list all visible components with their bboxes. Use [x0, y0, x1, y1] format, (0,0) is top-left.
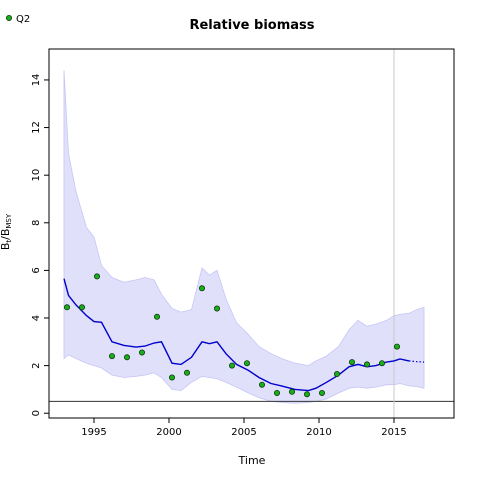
y-tick-label: 6	[31, 267, 42, 273]
data-point-q2	[183, 369, 190, 376]
plot-frame	[48, 48, 455, 419]
data-point-q2	[124, 354, 131, 361]
y-tick-label: 0	[31, 410, 42, 416]
estimate-line	[63, 278, 410, 392]
y-axis: 0 2 4 6 8 10 12 14	[31, 74, 49, 416]
x-tick-label: 1995	[81, 427, 106, 438]
data-point-q2	[288, 388, 295, 395]
data-point-q2	[243, 360, 250, 367]
data-point-q2	[198, 285, 205, 292]
legend-marker-q2	[6, 14, 12, 21]
data-point-q2	[348, 359, 355, 366]
legend-label-q2: Q2	[16, 14, 30, 25]
data-point-q2	[153, 313, 160, 320]
x-axis-title: Time	[238, 454, 266, 467]
x-tick-label: 2010	[306, 427, 331, 438]
y-tick-label: 8	[31, 220, 42, 226]
data-point-q2	[94, 273, 101, 280]
data-point-q2	[109, 353, 116, 360]
x-tick-label: 2005	[231, 427, 256, 438]
chart-title: Relative biomass	[189, 18, 314, 33]
data-point-q2	[333, 370, 340, 377]
data-point-q2	[64, 304, 71, 311]
data-point-q2	[363, 361, 370, 368]
legend: Q2	[6, 14, 30, 25]
data-point-q2	[228, 362, 235, 369]
y-axis-title: Bt/BMSY	[0, 213, 13, 250]
x-tick-label: 2000	[156, 427, 181, 438]
data-point-q2	[213, 305, 220, 312]
data-point-q2	[258, 381, 265, 388]
y-tick-label: 2	[31, 362, 42, 368]
x-axis: 1995 2000 2005 2010 2015	[81, 418, 407, 438]
plot-area	[49, 49, 454, 418]
x-tick-label: 2015	[381, 427, 406, 438]
y-tick-label: 12	[31, 121, 42, 134]
data-point-q2	[79, 304, 86, 311]
forecast-line	[408, 360, 425, 363]
data-point-q2	[303, 391, 310, 398]
confidence-band	[63, 70, 425, 404]
data-point-q2	[138, 349, 145, 356]
data-point-q2	[393, 343, 400, 350]
data-point-q2	[273, 389, 280, 396]
y-tick-label: 14	[31, 74, 42, 87]
y-tick-label: 10	[31, 169, 42, 182]
y-tick-label: 4	[31, 315, 42, 321]
data-point-q2	[168, 374, 175, 381]
data-point-q2	[318, 389, 325, 396]
data-point-q2	[378, 360, 385, 367]
